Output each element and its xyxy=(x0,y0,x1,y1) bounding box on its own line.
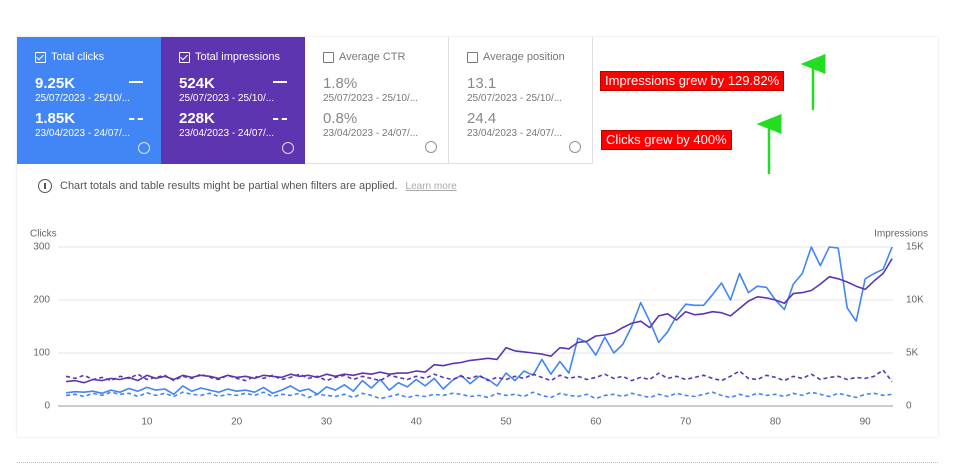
annotation: Clicks grew by 400% xyxy=(601,130,732,150)
learn-more-link[interactable]: Learn more xyxy=(405,180,457,192)
x-tick-label: 60 xyxy=(590,417,602,428)
y-tick-label: 300 xyxy=(33,242,50,253)
current-range: 25/07/2023 - 25/10/... xyxy=(35,93,131,104)
y2-tick-label: 10K xyxy=(906,295,924,306)
card-label: Average CTR xyxy=(339,51,406,63)
notice: Chart totals and table results might be … xyxy=(38,179,457,193)
y2-axis-title: Impressions xyxy=(874,229,928,240)
current-value: 13.1 xyxy=(467,75,497,92)
y2-tick-label: 0 xyxy=(906,401,912,412)
x-tick-label: 40 xyxy=(411,417,423,428)
card-header: Average CTR xyxy=(323,51,448,63)
card-header: Total impressions xyxy=(179,51,305,63)
checkbox xyxy=(467,51,478,63)
card-label: Total clicks xyxy=(51,51,105,63)
x-tick-label: 20 xyxy=(231,417,243,428)
y-tick-label: 200 xyxy=(33,295,50,306)
previous-range: 23/04/2023 - 24/07/... xyxy=(179,128,275,139)
previous-value: 0.8% xyxy=(323,110,358,127)
line-series xyxy=(66,258,893,384)
card-label: Average position xyxy=(483,51,565,63)
previous-range: 23/04/2023 - 24/07/... xyxy=(467,128,563,139)
current-value: 9.25K xyxy=(35,75,76,92)
checkbox xyxy=(35,51,46,63)
x-tick-label: 70 xyxy=(680,417,692,428)
notice-text: Chart totals and table results might be … xyxy=(60,180,398,192)
current-range: 25/07/2023 - 25/10/... xyxy=(467,93,563,104)
previous-range: 23/04/2023 - 24/07/... xyxy=(323,128,419,139)
previous-range: 23/04/2023 - 24/07/... xyxy=(35,128,131,139)
x-tick-label: 50 xyxy=(500,417,512,428)
current-range: 25/07/2023 - 25/10/... xyxy=(323,93,419,104)
info-icon xyxy=(38,179,52,193)
card-header: Total clicks xyxy=(35,51,161,63)
checkbox xyxy=(323,51,334,63)
card-label: Total impressions xyxy=(195,51,280,63)
legend-solid xyxy=(129,81,143,83)
previous-value: 24.4 xyxy=(467,110,497,127)
y2-tick-label: 15K xyxy=(906,242,924,253)
y-axis-title: Clicks xyxy=(30,229,57,240)
y-tick-label: 0 xyxy=(44,401,50,412)
metric-card[interactable]: Total clicks 9.25K 25/07/2023 - 25/10/... 1… xyxy=(17,37,161,164)
metric-cards: Total clicks 9.25K 25/07/2023 - 25/10/... 1… xyxy=(17,37,593,164)
metric-card[interactable]: Average position 13.1 25/07/2023 - 25/10/.… xyxy=(449,37,593,164)
y2-tick-label: 5K xyxy=(906,348,919,359)
legend-solid xyxy=(273,81,287,83)
annotation: Impressions grew by 129.82% xyxy=(600,71,785,91)
x-tick-label: 10 xyxy=(141,417,153,428)
help-icon xyxy=(138,142,150,154)
y-tick-label: 100 xyxy=(33,348,50,359)
help-icon xyxy=(282,142,294,154)
x-tick-label: 90 xyxy=(860,417,872,428)
x-tick-label: 30 xyxy=(321,417,333,428)
legend-dashed xyxy=(129,118,143,120)
current-range: 25/07/2023 - 25/10/... xyxy=(179,93,275,104)
line-series xyxy=(66,246,893,396)
metric-card[interactable]: Total impressions 524K 25/07/2023 - 25/10/… xyxy=(161,37,305,164)
card-header: Average position xyxy=(467,51,592,63)
help-icon xyxy=(569,141,581,153)
x-tick-label: 80 xyxy=(770,417,782,428)
divider xyxy=(17,462,938,463)
previous-value: 1.85K xyxy=(35,110,76,127)
legend-dashed xyxy=(273,118,287,120)
help-icon xyxy=(425,141,437,153)
previous-value: 228K xyxy=(179,110,215,127)
current-value: 1.8% xyxy=(323,75,358,92)
line-series xyxy=(66,391,893,400)
checkbox xyxy=(179,51,190,63)
metric-card[interactable]: Average CTR 1.8% 25/07/2023 - 25/10/... 0.8… xyxy=(305,37,449,164)
line-series xyxy=(65,369,893,383)
current-value: 524K xyxy=(179,75,215,92)
